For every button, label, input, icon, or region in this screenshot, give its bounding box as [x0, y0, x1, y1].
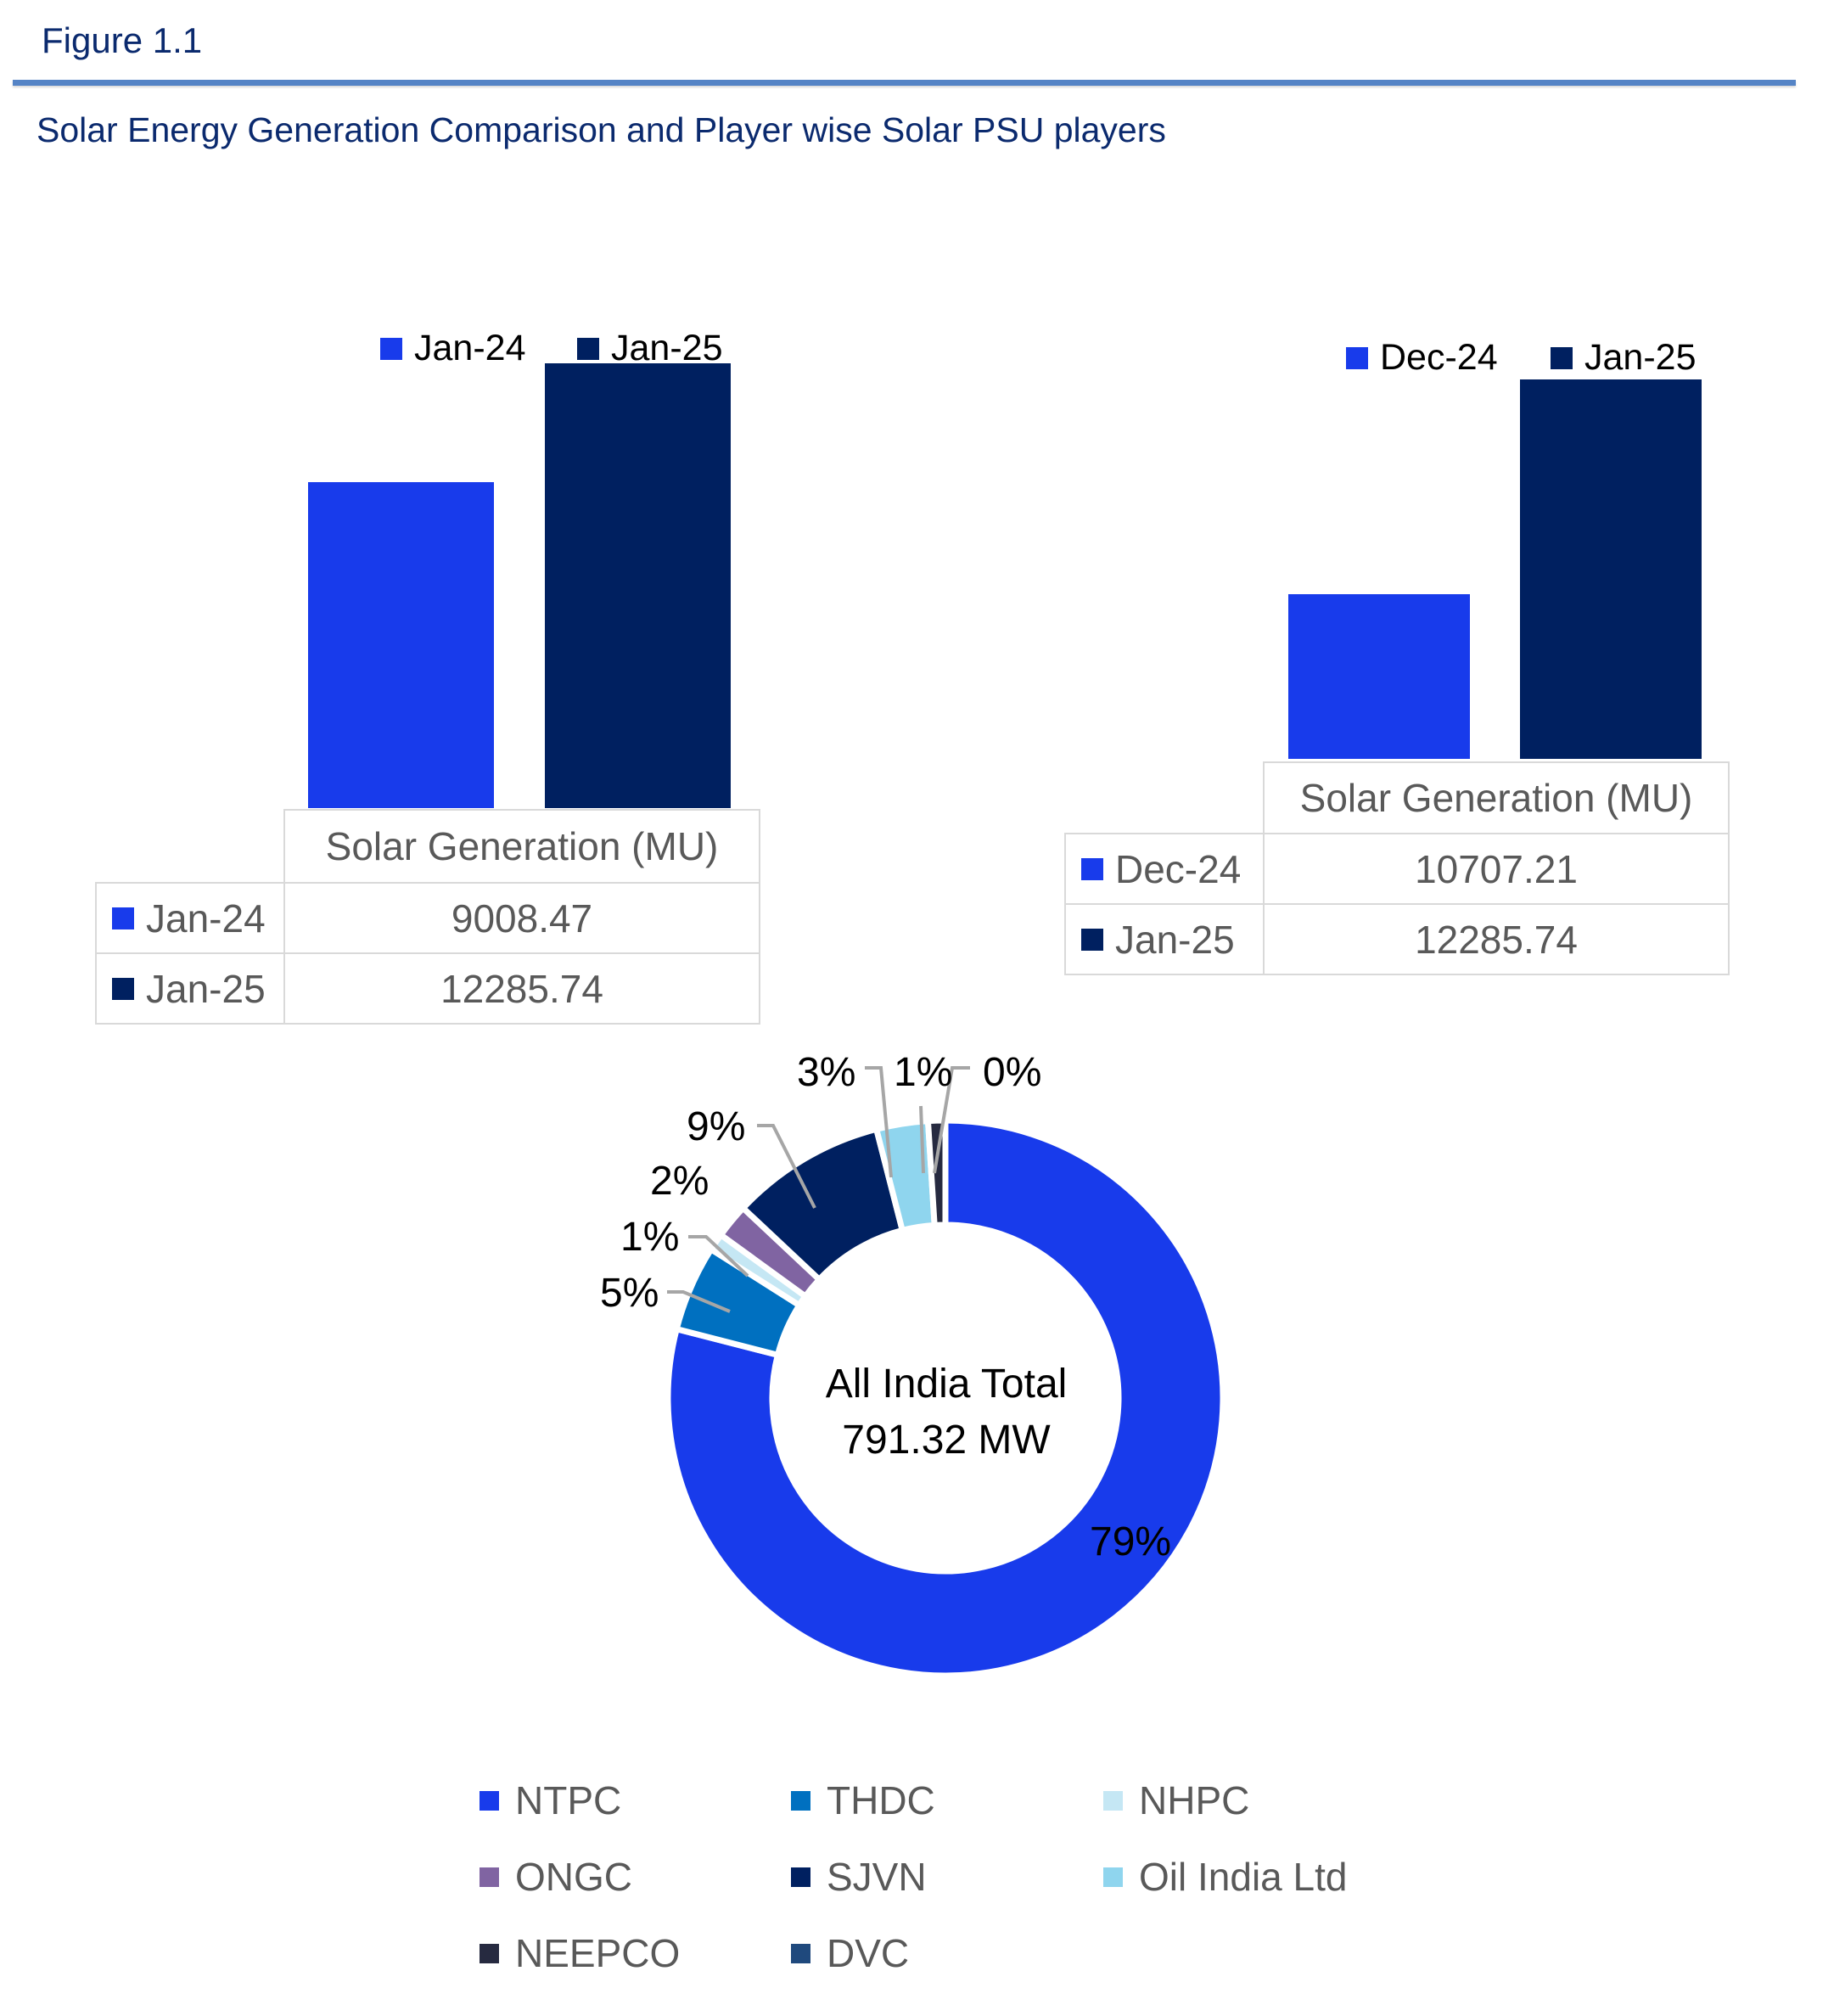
bar-dec-24	[1288, 594, 1470, 759]
legend-item-thdc: THDC	[791, 1781, 935, 1820]
leader-line-sjvn	[757, 1124, 816, 1209]
legend-item-sjvn: SJVN	[791, 1857, 927, 1896]
data-label-ntpc: 79%	[1090, 1519, 1172, 1564]
data-table-left: Solar Generation (MU) Jan-24 9008.47 Jan…	[95, 809, 760, 1025]
legend-label: Jan-25	[1584, 337, 1697, 378]
legend-swatch	[791, 1867, 810, 1887]
legend-label: NEEPCO	[515, 1931, 681, 1975]
legend-item-left-2: Jan-25	[577, 328, 722, 369]
data-label-ongc: 2%	[650, 1159, 709, 1204]
data-label-oil-india: 3%	[797, 1050, 856, 1095]
legend-swatch	[1103, 1867, 1123, 1887]
legend-item-dvc: DVC	[791, 1934, 909, 1973]
legend-label: Oil India Ltd	[1139, 1855, 1348, 1899]
row-label: Dec-24	[1064, 833, 1265, 905]
legend-item-neepco: NEEPCO	[480, 1934, 680, 1973]
legend-swatch	[1081, 928, 1103, 951]
table-row: Dec-24 10707.21	[1064, 833, 1730, 905]
data-label-sjvn: 9%	[687, 1104, 746, 1149]
donut-slice-neepco	[924, 1117, 949, 1229]
data-table-right: Solar Generation (MU) Dec-24 10707.21 Ja…	[1064, 761, 1730, 975]
legend-label: NTPC	[515, 1778, 622, 1822]
row-label: Jan-24	[95, 882, 285, 954]
legend-swatch	[112, 907, 134, 929]
figure-label: Figure 1.1	[42, 20, 203, 60]
leader-line-dvc	[933, 1066, 970, 1174]
legend-swatch	[112, 977, 134, 1000]
row-label-text: Dec-24	[1115, 846, 1242, 891]
row-label-text: Jan-25	[1115, 917, 1235, 962]
donut-center-value: 791.32 MW	[842, 1418, 1051, 1463]
legend-item-nhpc: NHPC	[1103, 1781, 1249, 1820]
donut-center-title: All India Total	[825, 1362, 1068, 1407]
legend-label: Jan-25	[611, 328, 723, 368]
table-corner	[96, 810, 284, 884]
legend-item-right-2: Jan-25	[1551, 337, 1696, 379]
legend-swatch	[1551, 346, 1573, 369]
legend-label: Dec-24	[1380, 337, 1498, 378]
figure-subtitle: Solar Energy Generation Comparison and P…	[36, 110, 1166, 149]
legend-label: SJVN	[827, 1855, 927, 1899]
leader-line-nhpc	[688, 1235, 749, 1278]
header-rule	[13, 80, 1796, 86]
legend-swatch	[480, 1943, 499, 1963]
table-cell: 10707.21	[1263, 833, 1730, 905]
table-cell: 12285.74	[1263, 903, 1730, 975]
legend-label: ONGC	[515, 1855, 632, 1899]
bar-jan-25	[545, 363, 731, 808]
legend-swatch	[380, 337, 402, 360]
legend-swatch	[791, 1943, 810, 1963]
leader-line-thdc	[667, 1290, 731, 1313]
donut-slice-ntpc	[665, 1117, 1226, 1679]
row-label: Jan-25	[1064, 903, 1265, 975]
data-label-neepco: 1%	[894, 1050, 953, 1095]
table-header: Solar Generation (MU)	[1263, 761, 1730, 834]
row-label-text: Jan-24	[146, 896, 266, 941]
legend-swatch	[791, 1790, 810, 1811]
legend-label: NHPC	[1139, 1778, 1250, 1822]
data-label-nhpc: 1%	[620, 1215, 680, 1260]
legend-item-ntpc: NTPC	[480, 1781, 621, 1820]
bar-jan-24	[308, 481, 494, 808]
legend-swatch	[480, 1867, 499, 1887]
row-label-text: Jan-25	[146, 966, 266, 1011]
legend-label: THDC	[827, 1778, 935, 1822]
table-row: Jan-24 9008.47	[95, 882, 760, 954]
table-row: Jan-25 12285.74	[1064, 903, 1730, 975]
leader-line-neepco	[919, 1105, 925, 1174]
legend-swatch	[577, 337, 599, 360]
legend-item-left-1: Jan-24	[380, 328, 525, 369]
legend-item-ongc: ONGC	[480, 1857, 632, 1896]
data-label-dvc: 0%	[983, 1050, 1042, 1095]
legend-swatch	[1081, 857, 1103, 880]
legend-item-oil-india: Oil India Ltd	[1103, 1857, 1347, 1896]
legend-item-right-1: Dec-24	[1346, 337, 1498, 379]
legend-swatch	[1346, 346, 1368, 369]
table-row: Jan-25 12285.74	[95, 952, 760, 1025]
table-cell: 9008.47	[283, 882, 760, 954]
data-label-thdc: 5%	[600, 1271, 659, 1316]
legend-swatch	[1103, 1790, 1123, 1811]
row-label: Jan-25	[95, 952, 285, 1025]
legend-label: Jan-24	[414, 328, 526, 368]
bar-jan-25	[1520, 379, 1702, 759]
leader-line-oil-india	[865, 1066, 893, 1178]
legend-label: DVC	[827, 1931, 910, 1975]
table-corner	[1065, 762, 1264, 834]
legend-swatch	[480, 1790, 499, 1811]
table-cell: 12285.74	[283, 952, 760, 1025]
table-header: Solar Generation (MU)	[283, 809, 760, 884]
